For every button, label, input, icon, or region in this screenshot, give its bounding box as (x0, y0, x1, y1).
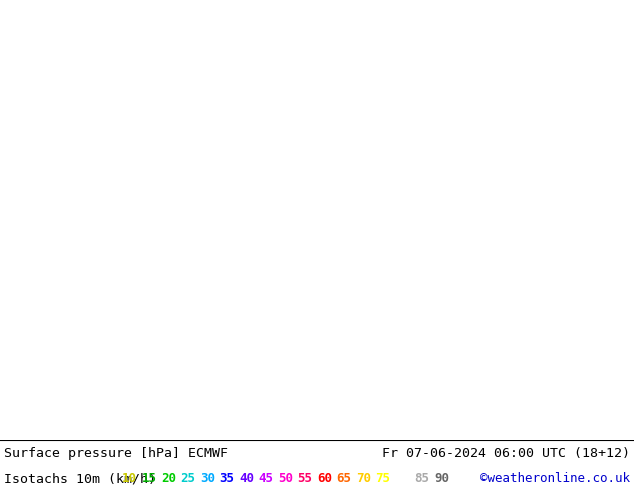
Text: 75: 75 (375, 472, 391, 485)
Text: 85: 85 (415, 472, 429, 485)
Text: ©weatheronline.co.uk: ©weatheronline.co.uk (480, 472, 630, 485)
Text: 50: 50 (278, 472, 293, 485)
Text: Surface pressure [hPa] ECMWF: Surface pressure [hPa] ECMWF (4, 447, 228, 460)
Text: Fr 07-06-2024 06:00 UTC (18+12): Fr 07-06-2024 06:00 UTC (18+12) (382, 447, 630, 460)
Text: 10: 10 (122, 472, 137, 485)
Text: 30: 30 (200, 472, 215, 485)
Text: 15: 15 (141, 472, 157, 485)
Text: 65: 65 (337, 472, 351, 485)
Text: 40: 40 (239, 472, 254, 485)
Text: 25: 25 (181, 472, 195, 485)
Text: Isotachs 10m (km/h): Isotachs 10m (km/h) (4, 472, 156, 485)
Text: 45: 45 (259, 472, 273, 485)
Text: 55: 55 (297, 472, 313, 485)
Text: 90: 90 (434, 472, 449, 485)
Text: 60: 60 (317, 472, 332, 485)
Text: 35: 35 (219, 472, 235, 485)
Text: 20: 20 (161, 472, 176, 485)
Text: 70: 70 (356, 472, 371, 485)
Text: 80: 80 (395, 472, 410, 485)
